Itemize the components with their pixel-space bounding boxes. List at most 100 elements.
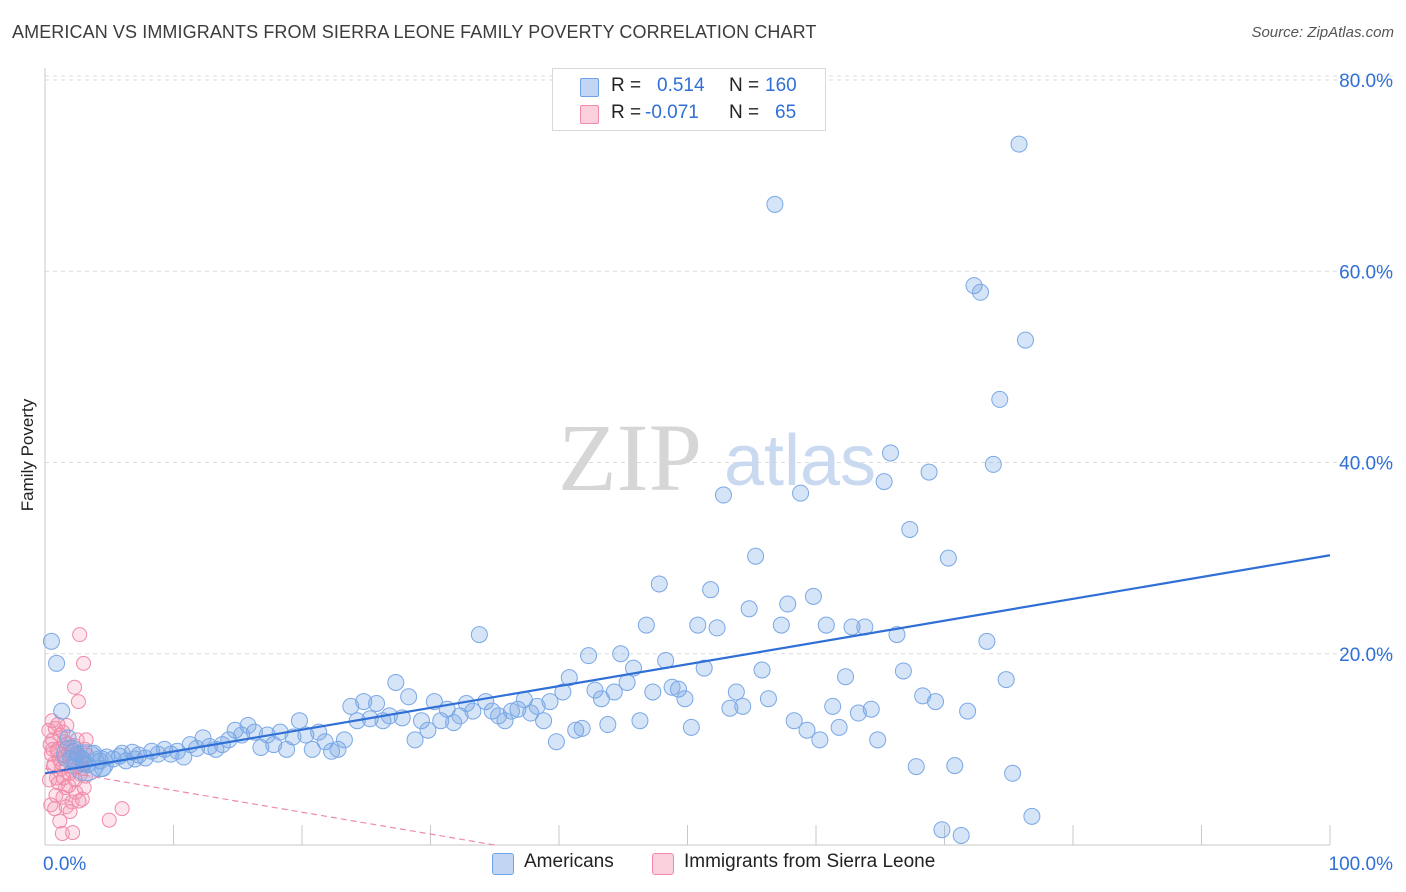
point-immigrants xyxy=(50,717,66,733)
point-immigrants xyxy=(67,679,83,695)
x-tick-label-max: 100.0% xyxy=(1329,854,1394,875)
point-americans xyxy=(997,671,1015,689)
point-americans xyxy=(445,714,463,732)
point-americans xyxy=(670,680,688,698)
point-americans xyxy=(528,697,546,715)
point-americans xyxy=(843,618,861,636)
point-americans xyxy=(984,455,1002,473)
point-americans xyxy=(368,694,386,712)
point-americans xyxy=(535,712,553,730)
point-immigrants xyxy=(52,813,68,829)
point-americans xyxy=(663,678,681,696)
point-americans xyxy=(522,704,540,722)
point-americans xyxy=(413,712,431,730)
point-americans xyxy=(682,718,700,736)
point-americans xyxy=(901,520,919,538)
legend-row-immigrants: R = -0.071 N = 65 xyxy=(553,101,825,127)
point-americans xyxy=(734,697,752,715)
watermark-zip: ZIP xyxy=(558,404,702,511)
point-americans xyxy=(888,626,906,644)
point-americans xyxy=(792,484,810,502)
trend-line-immigrants xyxy=(44,767,495,846)
point-americans xyxy=(547,733,565,751)
point-americans xyxy=(798,721,816,739)
point-immigrants xyxy=(72,627,88,643)
point-americans xyxy=(747,547,765,565)
point-immigrants xyxy=(48,787,64,803)
point-americans xyxy=(702,581,720,599)
legend-swatch-immigrants xyxy=(652,853,674,875)
tick-labels: 20.0% 40.0% 60.0% 80.0% 0.0% 100.0% xyxy=(43,71,1393,875)
point-americans-large xyxy=(56,739,86,769)
axes xyxy=(44,68,1331,846)
point-americans xyxy=(689,616,707,634)
grid xyxy=(45,75,1395,655)
point-americans xyxy=(869,731,887,749)
point-americans xyxy=(946,757,964,775)
point-americans xyxy=(785,712,803,730)
point-americans xyxy=(650,575,668,593)
point-americans xyxy=(804,587,822,605)
point-americans xyxy=(329,740,347,758)
point-americans xyxy=(316,733,334,751)
point-americans xyxy=(933,821,951,839)
point-americans xyxy=(419,721,437,739)
point-americans xyxy=(965,277,983,295)
point-americans xyxy=(894,662,912,680)
legend-swatch-immigrants xyxy=(580,105,599,124)
point-americans xyxy=(509,700,527,718)
point-americans xyxy=(740,600,758,618)
point-americans xyxy=(42,632,60,650)
point-americans xyxy=(631,712,649,730)
point-immigrants xyxy=(70,694,86,710)
n-label: N = xyxy=(729,75,760,96)
point-immigrants xyxy=(76,655,92,671)
point-americans xyxy=(721,699,739,717)
point-americans xyxy=(862,700,880,718)
point-americans xyxy=(708,619,726,637)
point-americans xyxy=(772,616,790,634)
legend-label-americans: Americans xyxy=(524,851,614,872)
point-americans xyxy=(48,654,66,672)
point-americans xyxy=(644,683,662,701)
legend-row-americans: R = 0.514 N = 160 xyxy=(553,74,825,100)
point-americans xyxy=(817,616,835,634)
point-americans xyxy=(849,704,867,722)
point-americans xyxy=(239,716,257,734)
y-tick-label: 40.0% xyxy=(1339,454,1393,475)
x-tick-label-min: 0.0% xyxy=(43,854,86,875)
point-americans xyxy=(830,718,848,736)
y-tick-label: 80.0% xyxy=(1339,71,1393,92)
point-immigrants xyxy=(62,804,78,820)
point-americans xyxy=(502,702,520,720)
point-americans xyxy=(759,690,777,708)
point-americans xyxy=(290,712,308,730)
point-americans xyxy=(53,702,71,720)
point-immigrants xyxy=(101,812,117,828)
point-americans xyxy=(599,716,617,734)
source-label: Source: ZipAtlas.com xyxy=(1251,24,1394,41)
point-americans xyxy=(939,549,957,567)
point-americans xyxy=(753,661,771,679)
point-americans xyxy=(323,742,341,760)
point-americans xyxy=(920,463,938,481)
r-label: R = xyxy=(611,75,642,96)
trend-line-americans xyxy=(44,554,1331,775)
point-americans xyxy=(1023,807,1041,825)
point-americans xyxy=(882,444,900,462)
point-americans xyxy=(875,473,893,491)
point-americans xyxy=(297,726,315,744)
watermark: ZIP atlas xyxy=(558,404,876,511)
point-americans xyxy=(824,697,842,715)
point-americans xyxy=(464,702,482,720)
point-americans xyxy=(779,595,797,613)
point-americans xyxy=(335,731,353,749)
point-immigrants xyxy=(65,825,81,841)
point-americans xyxy=(991,390,1009,408)
point-americans xyxy=(695,659,713,677)
point-americans xyxy=(605,683,623,701)
point-americans xyxy=(1010,135,1028,153)
legend-swatch-americans xyxy=(492,853,514,875)
y-tick-label: 20.0% xyxy=(1339,645,1393,666)
